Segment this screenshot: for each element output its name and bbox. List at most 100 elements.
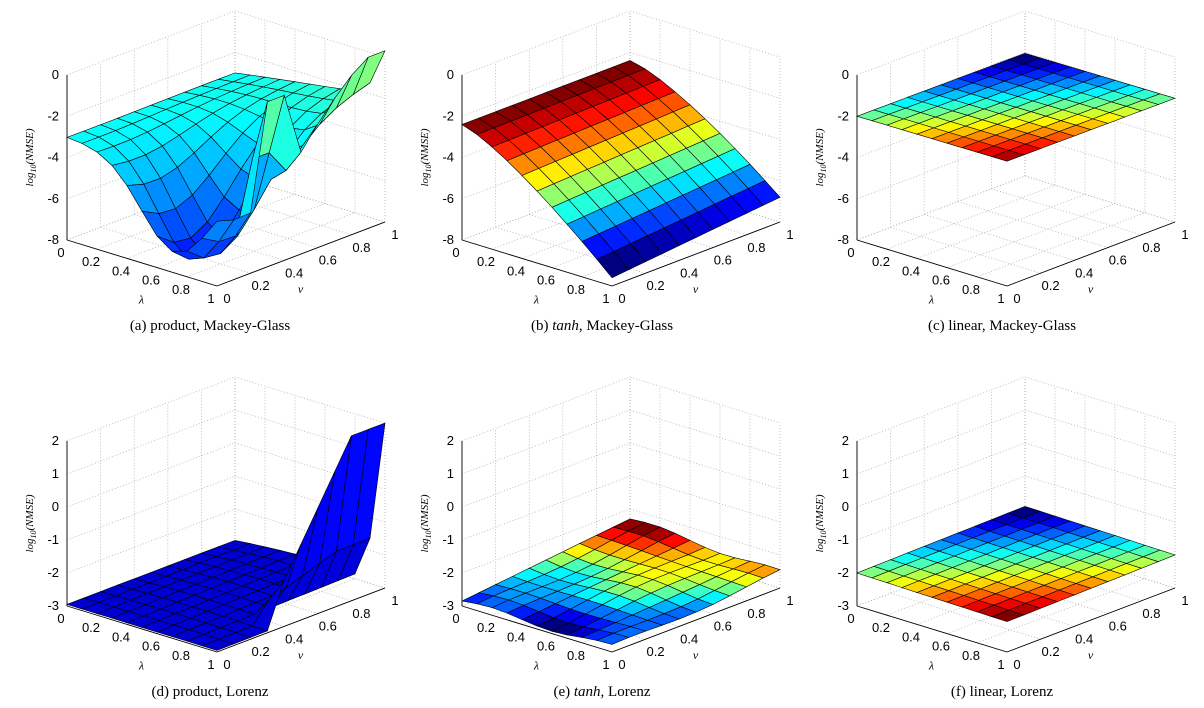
z-tick-label: -3 [442, 598, 454, 613]
z-axis-label-rest: (NMSE) [419, 128, 431, 164]
grid-line-y-floor [957, 201, 1108, 248]
z-tick-label: 2 [842, 433, 849, 448]
x-tick-label: 0.8 [172, 648, 190, 663]
x-tick-label: 0.6 [537, 639, 555, 654]
x-tick-label: 0.2 [82, 254, 100, 269]
y-tick-label: 0.2 [1042, 644, 1060, 659]
z-tick-label: -1 [442, 532, 454, 547]
y-axis-line [611, 221, 781, 287]
x-axis-label: λ [928, 292, 934, 306]
z-axis-label: log10(NMSE) [814, 128, 828, 186]
x-tick-label: 0.8 [567, 282, 585, 297]
y-axis-line [216, 587, 386, 653]
y-tick-label: 0.8 [1142, 240, 1160, 255]
y-tick-label: 0.2 [647, 644, 665, 659]
z-tick-label: -8 [837, 232, 849, 247]
x-axis-label: λ [138, 292, 144, 306]
x-tick-label: 0.6 [142, 273, 160, 288]
surface-cell [991, 150, 1025, 162]
z-axis-label: log10(NMSE) [814, 494, 828, 552]
ticks-e: 210-1-2-300.20.40.60.81 00.20.40.60.81λvl… [419, 433, 794, 672]
grid-line-x-floor [946, 203, 1116, 268]
x-tick-label: 0.6 [537, 273, 555, 288]
surface-e [461, 518, 781, 645]
grid-line-z [856, 442, 1176, 508]
panel-f: 210-1-2-300.20.40.60.81 00.20.40.60.81λvl… [814, 376, 1189, 672]
y-tick-label: 0.2 [252, 278, 270, 293]
z-tick-label: -4 [442, 150, 454, 165]
x-tick-label: 1 [207, 291, 214, 306]
x-axis-line [461, 239, 613, 287]
z-axis-label-sub: 10 [819, 164, 828, 172]
x-tick-label: 0 [57, 245, 64, 260]
caption-b: (b) tanh, Mackey-Glass [412, 318, 792, 335]
caption-c-text: (c) linear, Mackey-Glass [927, 318, 1077, 334]
caption-b-prefix: (b) [530, 318, 549, 334]
x-axis-label: λ [533, 292, 539, 306]
panel-c: 0-2-4-6-800.20.40.60.81 00.20.40.60.81λvl… [814, 10, 1189, 306]
y-tick-label: 0.4 [1075, 631, 1093, 646]
caption-c: (c) linear, Mackey-Glass [812, 318, 1192, 335]
y-tick-label: 0.2 [1042, 278, 1060, 293]
grid-line-y-floor [890, 226, 1041, 274]
grid-line-y-floor [201, 188, 352, 236]
y-tick-label: 0.8 [747, 240, 765, 255]
x-tick-label: 0.8 [962, 648, 980, 663]
x-tick-label: 0.8 [172, 282, 190, 297]
surface-cell [201, 638, 235, 651]
grid-line-z [66, 10, 386, 76]
axes-e [461, 441, 781, 653]
grid-line-z [66, 409, 386, 475]
y-tick-label: 1 [391, 593, 398, 608]
z-tick-label: -6 [442, 191, 454, 206]
x-axis-label: λ [138, 658, 144, 672]
grid-line-x-floor [856, 175, 1026, 241]
caption-a: (a) product, Mackey-Glass [20, 318, 400, 335]
z-tick-label: 0 [447, 499, 454, 514]
z-tick-label: -3 [837, 598, 849, 613]
z-axis-label: log10(NMSE) [419, 128, 433, 186]
x-tick-label: 0.4 [902, 263, 920, 278]
caption-f: (f) linear, Lorenz [812, 684, 1192, 701]
x-axis-label: λ [928, 658, 934, 672]
x-axis-line [66, 239, 218, 287]
grid-line-y-floor [991, 188, 1142, 236]
grid-line-y-floor [495, 226, 646, 274]
grid-line-z [856, 175, 1176, 241]
z-axis-label-rest: (NMSE) [24, 128, 36, 164]
z-tick-label: -1 [47, 532, 59, 547]
surface-f [856, 506, 1176, 622]
x-tick-label: 0 [57, 611, 64, 626]
grid-line-y-floor [234, 175, 386, 223]
z-tick-label: 2 [52, 433, 59, 448]
surface-cell [991, 609, 1025, 622]
z-axis-label: log10(NMSE) [24, 128, 38, 186]
z-axis-label-rest: (NMSE) [24, 494, 36, 530]
y-tick-label: 0.2 [252, 644, 270, 659]
z-axis-label-sub: 10 [424, 164, 433, 172]
x-tick-label: 0.4 [112, 263, 130, 278]
ticks-a: 0-2-4-6-800.20.40.60.81 00.20.40.60.81λvl… [24, 67, 399, 306]
y-tick-label: 0.6 [319, 619, 337, 634]
x-tick-label: 0.8 [962, 282, 980, 297]
x-tick-label: 0 [452, 245, 459, 260]
z-axis-label-sub: 10 [29, 530, 38, 538]
y-tick-label: 0.6 [319, 253, 337, 268]
z-tick-label: 0 [52, 67, 59, 82]
z-axis-label-rest: (NMSE) [814, 128, 826, 164]
z-tick-label: -2 [47, 108, 59, 123]
z-tick-label: -3 [47, 598, 59, 613]
ticks-b: 0-2-4-6-800.20.40.60.81 00.20.40.60.81λvl… [419, 67, 794, 306]
surface-cell [201, 219, 235, 242]
y-tick-label: 0.6 [1109, 253, 1127, 268]
caption-f-text: (f) linear, Lorenz [950, 684, 1054, 700]
panel-b: 0-2-4-6-800.20.40.60.81 00.20.40.60.81λvl… [419, 10, 794, 306]
y-tick-label: 0.4 [680, 265, 698, 280]
y-axis-label: v [298, 282, 304, 296]
grid-line-z [66, 376, 386, 442]
x-tick-label: 0.4 [507, 263, 525, 278]
surface-cell [596, 632, 630, 645]
grid-line-x-floor [886, 184, 1056, 250]
y-tick-label: 0 [223, 657, 230, 672]
